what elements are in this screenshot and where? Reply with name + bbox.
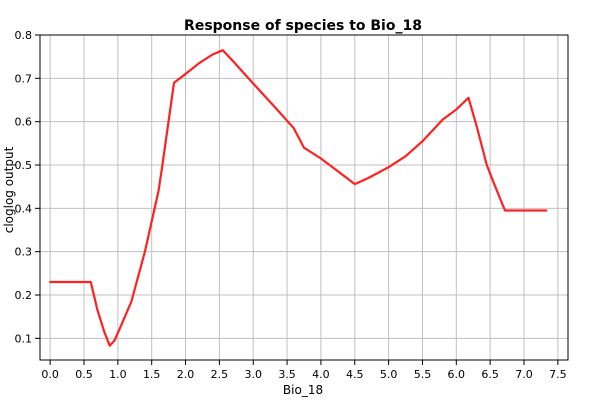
series-layer (49, 49, 548, 347)
x-tick-label: 3.5 (278, 368, 296, 381)
series-line-response (49, 49, 548, 347)
x-axis-label: Bio_18 (283, 383, 323, 397)
y-tick-label: 0.4 (15, 202, 33, 215)
x-tick-label: 0.0 (41, 368, 59, 381)
y-tick-label: 0.3 (15, 246, 33, 259)
y-tick-label: 0.5 (15, 159, 33, 172)
x-tick-label: 7.5 (549, 368, 567, 381)
y-tick-label: 0.2 (15, 289, 33, 302)
x-tick-label: 5.0 (380, 368, 398, 381)
x-tick-label: 1.0 (109, 368, 127, 381)
y-tick-label: 0.7 (15, 72, 33, 85)
x-tick-label: 6.0 (448, 368, 466, 381)
x-axis: 0.0 0.5 1.0 1.5 2.0 2.5 3.0 3.5 4.0 4.5 5.0 5.5 6.0 6… (41, 360, 567, 381)
x-tick-label: 0.5 (75, 368, 93, 381)
y-tick-label: 0.6 (15, 116, 33, 129)
grid (40, 34, 568, 360)
x-tick-label: 1.5 (143, 368, 161, 381)
x-tick-label: 3.0 (244, 368, 262, 381)
x-tick-label: 6.5 (481, 368, 499, 381)
x-tick-label: 5.5 (414, 368, 432, 381)
y-axis: 0.1 0.2 0.3 0.4 0.5 0.6 0.7 0.8 (15, 29, 40, 345)
x-tick-label: 4.0 (312, 368, 330, 381)
chart-title: Response of species to Bio_18 (184, 18, 422, 34)
plot-frame (39, 34, 569, 361)
x-tick-label: 2.5 (211, 368, 229, 381)
y-tick-label: 0.1 (15, 332, 33, 345)
x-tick-label: 2.0 (177, 368, 195, 381)
y-tick-label: 0.8 (15, 29, 33, 42)
x-tick-label: 4.5 (346, 368, 364, 381)
y-axis-label: cloglog output (2, 146, 16, 233)
x-tick-label: 7.0 (515, 368, 533, 381)
